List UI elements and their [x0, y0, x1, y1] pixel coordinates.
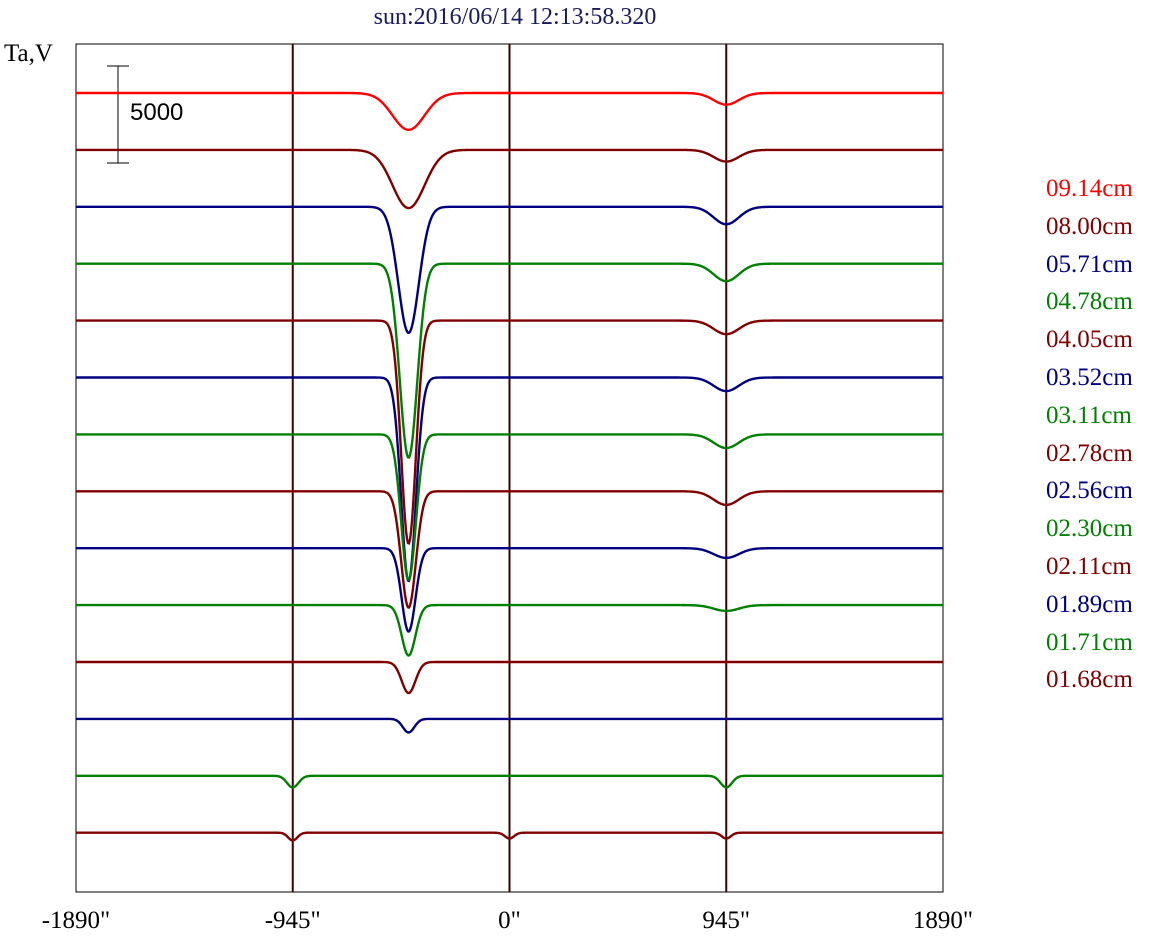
- series-line: [76, 490, 943, 609]
- legend-entry: 01.71cm: [1046, 628, 1133, 656]
- x-tick-label: 0": [498, 907, 521, 934]
- x-tick-label: -945": [264, 907, 321, 934]
- legend-entry: 01.89cm: [1046, 590, 1133, 618]
- legend-entry: 01.68cm: [1046, 666, 1133, 694]
- legend-entry: 04.05cm: [1046, 326, 1133, 354]
- series-line: [76, 433, 943, 582]
- series-line: [76, 774, 943, 789]
- legend-entry: 03.11cm: [1046, 401, 1132, 429]
- series-line: [76, 91, 943, 132]
- legend-entry: 09.14cm: [1046, 175, 1133, 202]
- chart-title: sun:2016/06/14 12:13:58.320: [373, 4, 657, 30]
- series-line: [76, 831, 943, 842]
- series-line: [76, 717, 943, 734]
- legend: 09.14cm 08.00cm 05.71cm 04.78cm 04.05cm 03.52…: [1046, 170, 1133, 699]
- series-line: [76, 547, 943, 633]
- series-line: [76, 262, 943, 459]
- scale-bar-label: 5000: [130, 99, 184, 126]
- legend-entry: 02.78cm: [1046, 439, 1133, 467]
- series-line: [76, 319, 943, 545]
- legend-entry: 05.71cm: [1046, 250, 1133, 278]
- x-tick-label: -1890": [41, 907, 111, 934]
- x-tick-label: 1890": [912, 907, 974, 934]
- x-tick-label: 945": [702, 907, 751, 934]
- legend-entry: 02.56cm: [1046, 477, 1133, 505]
- series-line: [76, 205, 943, 335]
- y-axis-label: Ta,V: [4, 40, 53, 67]
- series-line: [76, 603, 943, 657]
- legend-entry: 02.30cm: [1046, 515, 1133, 543]
- series-line: [76, 660, 943, 695]
- series-line: [76, 148, 943, 210]
- series-line: [76, 376, 943, 583]
- legend-entry: 04.78cm: [1046, 288, 1133, 316]
- legend-entry: 03.52cm: [1046, 363, 1133, 391]
- scale-bar: [107, 65, 129, 164]
- legend-entry: 08.00cm: [1046, 212, 1133, 240]
- legend-entry: 02.11cm: [1046, 552, 1132, 580]
